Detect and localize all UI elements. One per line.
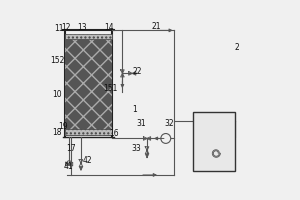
Text: 2: 2 — [234, 43, 239, 52]
Text: 151: 151 — [103, 84, 118, 93]
Bar — [65, 39, 112, 136]
Text: 32: 32 — [164, 119, 173, 128]
Text: 10: 10 — [52, 90, 62, 99]
Bar — [194, 112, 235, 171]
Text: 31: 31 — [136, 119, 146, 128]
Text: 16: 16 — [110, 129, 119, 138]
Text: 21: 21 — [151, 22, 161, 31]
Text: 12: 12 — [61, 23, 71, 32]
Text: 18: 18 — [52, 128, 62, 137]
Text: 42: 42 — [83, 156, 93, 165]
Bar — [65, 34, 112, 39]
Text: 152: 152 — [50, 56, 64, 65]
Bar — [65, 129, 112, 135]
Text: 19: 19 — [58, 122, 68, 131]
Bar — [65, 39, 112, 136]
Text: 11: 11 — [54, 24, 64, 33]
Text: 22: 22 — [132, 67, 142, 76]
Text: 33: 33 — [131, 144, 141, 153]
Text: 41: 41 — [64, 162, 74, 171]
Text: 1: 1 — [132, 105, 136, 114]
Text: 14: 14 — [104, 23, 113, 32]
Text: 17: 17 — [66, 144, 76, 153]
Text: 13: 13 — [77, 23, 87, 32]
